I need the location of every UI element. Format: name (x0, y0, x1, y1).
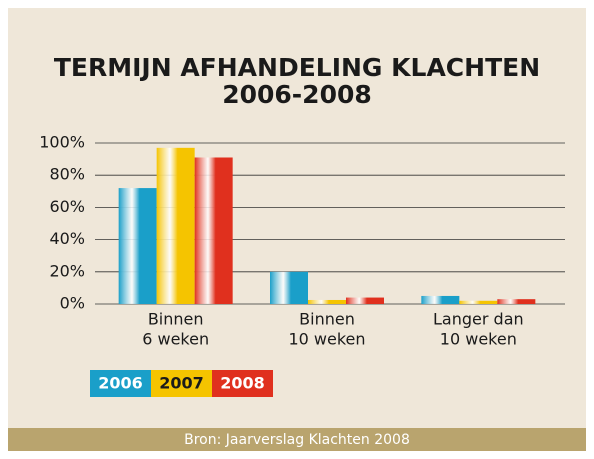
x-tick-label: Binnen (148, 310, 204, 329)
chart-title: 2006-2008 (222, 80, 372, 109)
y-tick-label: 100% (39, 133, 85, 152)
bar (308, 299, 346, 304)
x-tick-label: 10 weken (288, 330, 365, 349)
legend-label: 2007 (159, 374, 204, 393)
x-tick-label: 10 weken (440, 330, 517, 349)
bar (346, 297, 384, 304)
bar (194, 157, 233, 304)
x-tick-label: Langer dan (433, 310, 524, 329)
legend-label: 2006 (98, 374, 143, 393)
bar (118, 188, 157, 304)
legend-swatch (151, 370, 212, 397)
y-tick-label: 60% (49, 197, 85, 216)
y-tick-label: 20% (49, 261, 85, 280)
bar (270, 271, 308, 304)
y-tick-label: 0% (60, 294, 85, 313)
bar (421, 295, 460, 304)
legend-label: 2008 (220, 374, 265, 393)
chart-title: TERMIJN AFHANDELING KLACHTEN (54, 53, 540, 82)
legend-swatch (90, 370, 151, 397)
bar (459, 300, 498, 304)
source: Bron: Jaarverslag Klachten 2008 (184, 432, 410, 448)
y-tick-label: 40% (49, 229, 85, 248)
legend-swatch (212, 370, 273, 397)
bar (497, 299, 536, 304)
y-tick-label: 80% (49, 165, 85, 184)
x-tick-label: 6 weken (142, 330, 209, 349)
bar (156, 147, 195, 304)
x-tick-label: Binnen (299, 310, 355, 329)
source-bar (8, 428, 586, 451)
